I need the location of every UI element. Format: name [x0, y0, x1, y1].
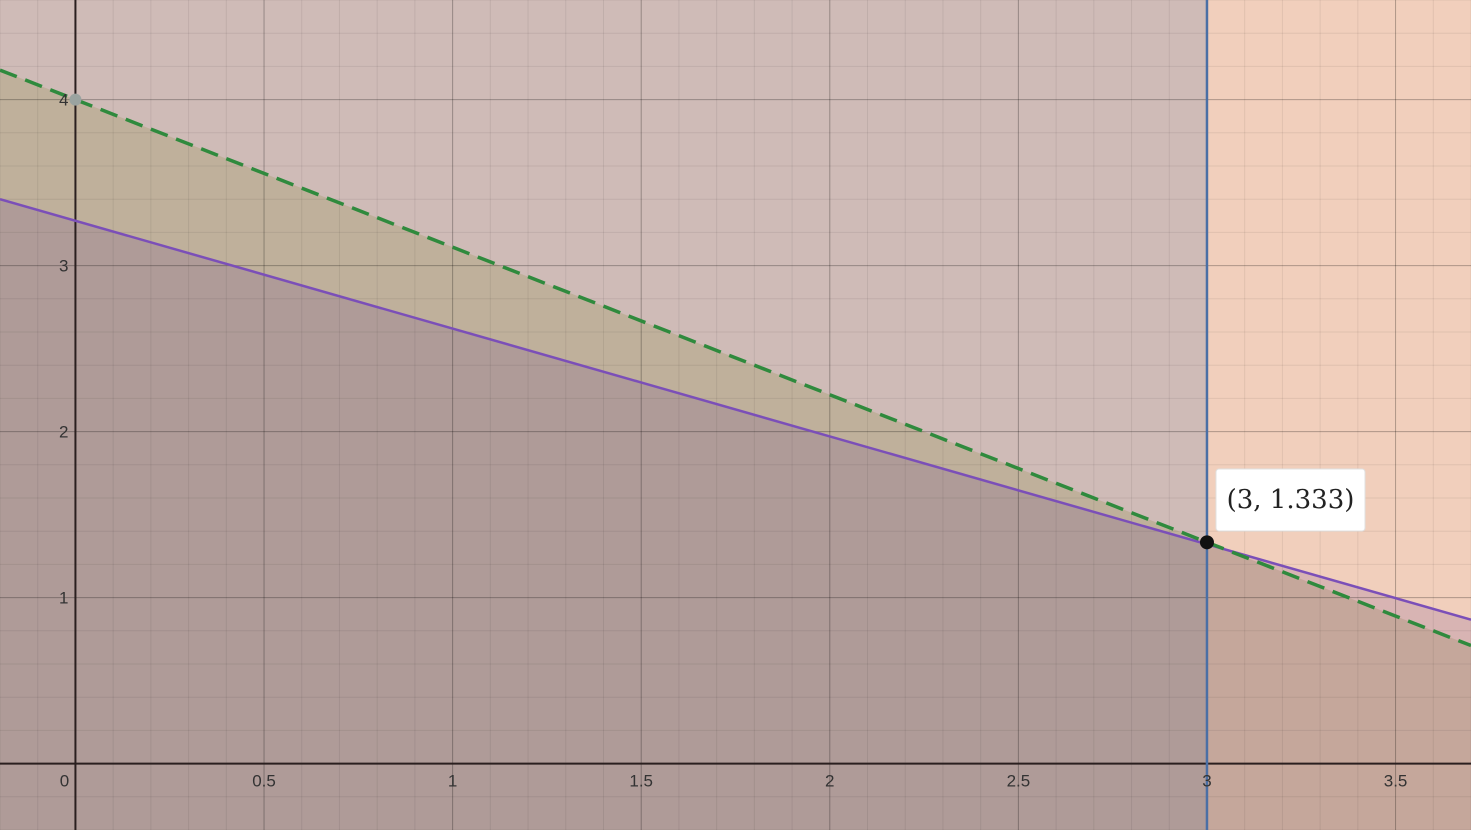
x-tick-label: 0.5: [252, 772, 276, 791]
point-label-box: [1215, 468, 1366, 532]
region-below-dashed: [0, 70, 1471, 830]
intersection-point[interactable]: [1199, 535, 1214, 550]
y-tick-label: 2: [59, 423, 68, 442]
y-tick-label: 3: [59, 257, 68, 276]
x-tick-label: 1.5: [629, 772, 653, 791]
x-tick-label: 3: [1202, 772, 1211, 791]
tick-labels: 0 0.5 1 1.5 2 2.5 3 3.5 1 2 3 4: [59, 91, 1407, 791]
region-left-of-vertical: [0, 0, 1207, 830]
dashed-line: [0, 68, 1471, 648]
x-tick-label: 2: [825, 772, 834, 791]
x-tick-label: 3.5: [1384, 772, 1408, 791]
points[interactable]: [69, 93, 1214, 550]
point-label-text: (3, 1.333): [1227, 485, 1355, 515]
point-label: (3, 1.333): [1215, 468, 1366, 532]
y-tick-label: 1: [59, 589, 68, 608]
x-tick-label: 1: [448, 772, 457, 791]
solid-line: [0, 197, 1471, 621]
x-tick-label: 2.5: [1007, 772, 1031, 791]
x-tick-label: 0: [60, 772, 69, 791]
region-below-solid: [0, 199, 1471, 830]
y-tick-label: 4: [59, 91, 68, 110]
y-intercept-point[interactable]: [69, 93, 82, 106]
